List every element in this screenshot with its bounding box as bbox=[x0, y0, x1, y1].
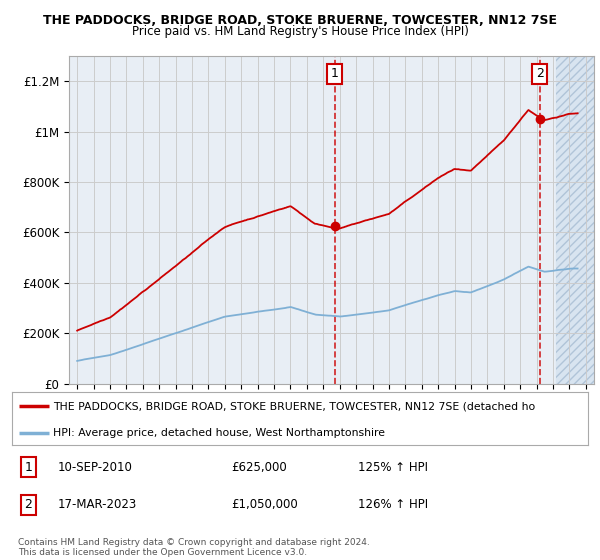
Text: 17-MAR-2023: 17-MAR-2023 bbox=[58, 498, 137, 511]
Text: 2: 2 bbox=[24, 498, 32, 511]
Text: Contains HM Land Registry data © Crown copyright and database right 2024.
This d: Contains HM Land Registry data © Crown c… bbox=[18, 538, 370, 557]
Text: 10-SEP-2010: 10-SEP-2010 bbox=[58, 460, 133, 474]
Text: Price paid vs. HM Land Registry's House Price Index (HPI): Price paid vs. HM Land Registry's House … bbox=[131, 25, 469, 38]
Text: 1: 1 bbox=[24, 460, 32, 474]
Bar bbox=[556, 56, 594, 384]
Text: £625,000: £625,000 bbox=[231, 460, 287, 474]
Text: 1: 1 bbox=[331, 67, 339, 80]
Text: 2: 2 bbox=[536, 67, 544, 80]
Text: THE PADDOCKS, BRIDGE ROAD, STOKE BRUERNE, TOWCESTER, NN12 7SE (detached ho: THE PADDOCKS, BRIDGE ROAD, STOKE BRUERNE… bbox=[53, 402, 536, 412]
Text: £1,050,000: £1,050,000 bbox=[231, 498, 298, 511]
Text: HPI: Average price, detached house, West Northamptonshire: HPI: Average price, detached house, West… bbox=[53, 428, 385, 438]
Bar bbox=[556, 56, 594, 384]
Text: THE PADDOCKS, BRIDGE ROAD, STOKE BRUERNE, TOWCESTER, NN12 7SE: THE PADDOCKS, BRIDGE ROAD, STOKE BRUERNE… bbox=[43, 14, 557, 27]
Text: 125% ↑ HPI: 125% ↑ HPI bbox=[358, 460, 428, 474]
Text: 126% ↑ HPI: 126% ↑ HPI bbox=[358, 498, 428, 511]
